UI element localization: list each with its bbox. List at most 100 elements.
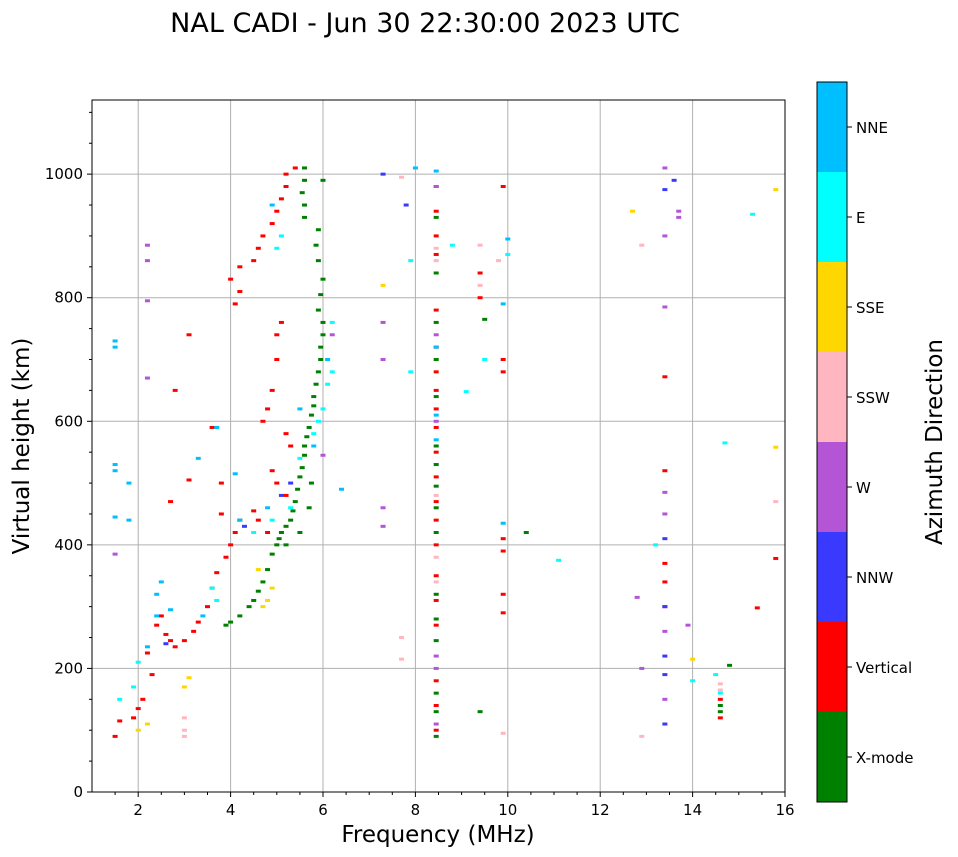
y-tick-label: 600 — [54, 412, 83, 430]
colorbar-tick-label: X-mode — [856, 749, 913, 767]
data-point — [288, 481, 294, 485]
data-point — [717, 704, 723, 707]
data-point — [265, 568, 271, 572]
data-point — [433, 543, 439, 547]
axis-ticks: 2 4 6 8 10 12 14 16 0 200 400 600 800 1000 — [45, 111, 795, 819]
data-point — [433, 370, 439, 374]
data-point — [433, 574, 439, 578]
data-point — [482, 317, 488, 321]
data-point — [433, 271, 439, 275]
data-point — [269, 586, 275, 590]
colorbar-label: Azimuth Direction — [922, 339, 948, 545]
data-point — [144, 651, 150, 655]
data-point — [433, 185, 439, 188]
data-point — [306, 506, 312, 510]
data-point — [433, 425, 439, 429]
data-point — [433, 169, 439, 173]
data-point — [408, 370, 414, 374]
data-point — [380, 358, 386, 361]
data-point — [304, 435, 310, 439]
data-point — [299, 466, 305, 470]
data-point — [662, 537, 668, 541]
data-point — [320, 320, 326, 324]
data-point — [228, 543, 234, 547]
data-point — [690, 657, 696, 661]
data-point — [380, 506, 386, 510]
data-point — [338, 487, 344, 491]
data-point — [186, 333, 192, 337]
data-point — [433, 450, 439, 454]
data-point — [195, 456, 201, 460]
data-point — [433, 623, 439, 627]
data-point — [172, 645, 178, 649]
data-point — [433, 691, 439, 695]
data-point — [433, 580, 439, 584]
data-point — [274, 481, 280, 485]
data-point — [297, 475, 303, 479]
data-point — [181, 734, 187, 738]
data-point — [505, 237, 511, 241]
data-point — [433, 734, 439, 738]
data-point — [433, 493, 439, 497]
data-point — [463, 390, 469, 394]
data-point — [676, 215, 682, 219]
data-point — [500, 521, 506, 525]
data-point — [662, 375, 668, 379]
data-point — [380, 524, 386, 528]
data-point — [260, 234, 266, 238]
data-point — [126, 481, 132, 485]
data-point — [269, 469, 275, 473]
data-point — [251, 598, 257, 602]
data-point — [158, 614, 164, 618]
data-point — [315, 308, 321, 312]
data-point — [500, 731, 506, 735]
data-point — [218, 481, 224, 485]
data-point — [274, 246, 280, 250]
data-point — [311, 404, 317, 408]
data-point — [662, 654, 668, 658]
data-point — [186, 478, 192, 482]
data-point — [302, 166, 308, 170]
data-point — [662, 561, 668, 565]
data-point — [403, 203, 409, 207]
data-point — [500, 592, 506, 596]
data-point — [112, 515, 118, 519]
data-point — [205, 605, 210, 609]
data-point — [112, 463, 118, 467]
x-tick-label: 6 — [318, 801, 328, 819]
data-point — [269, 203, 275, 207]
data-point — [717, 682, 723, 686]
y-tick-label: 800 — [54, 289, 83, 307]
data-point — [288, 518, 294, 522]
data-point — [433, 518, 439, 522]
data-point — [295, 487, 301, 491]
data-point — [140, 697, 146, 701]
data-point — [433, 654, 439, 658]
data-point — [117, 719, 123, 723]
data-point — [318, 345, 324, 349]
data-point — [671, 178, 677, 182]
data-point — [209, 586, 215, 590]
data-point — [269, 518, 275, 522]
data-point — [228, 620, 234, 624]
data-point — [265, 407, 271, 411]
data-point — [168, 500, 174, 504]
data-point — [662, 305, 668, 309]
data-point — [200, 614, 206, 618]
data-point — [308, 481, 314, 485]
x-tick-label: 8 — [411, 801, 421, 819]
y-axis-label: Virtual height (km) — [9, 338, 35, 555]
data-point — [318, 293, 324, 297]
y-tick-label: 200 — [54, 659, 83, 677]
data-point — [408, 259, 414, 263]
colorbar: X-mode Vertical NNW W SSW SSE E NNE — [817, 82, 913, 802]
data-point — [209, 425, 215, 429]
data-point — [433, 320, 439, 324]
data-point — [260, 419, 266, 423]
data-point — [297, 531, 303, 534]
data-point — [662, 673, 668, 677]
colorbar-segment — [817, 262, 847, 352]
data-point — [276, 537, 282, 541]
data-point — [477, 296, 483, 300]
data-point — [449, 243, 455, 247]
